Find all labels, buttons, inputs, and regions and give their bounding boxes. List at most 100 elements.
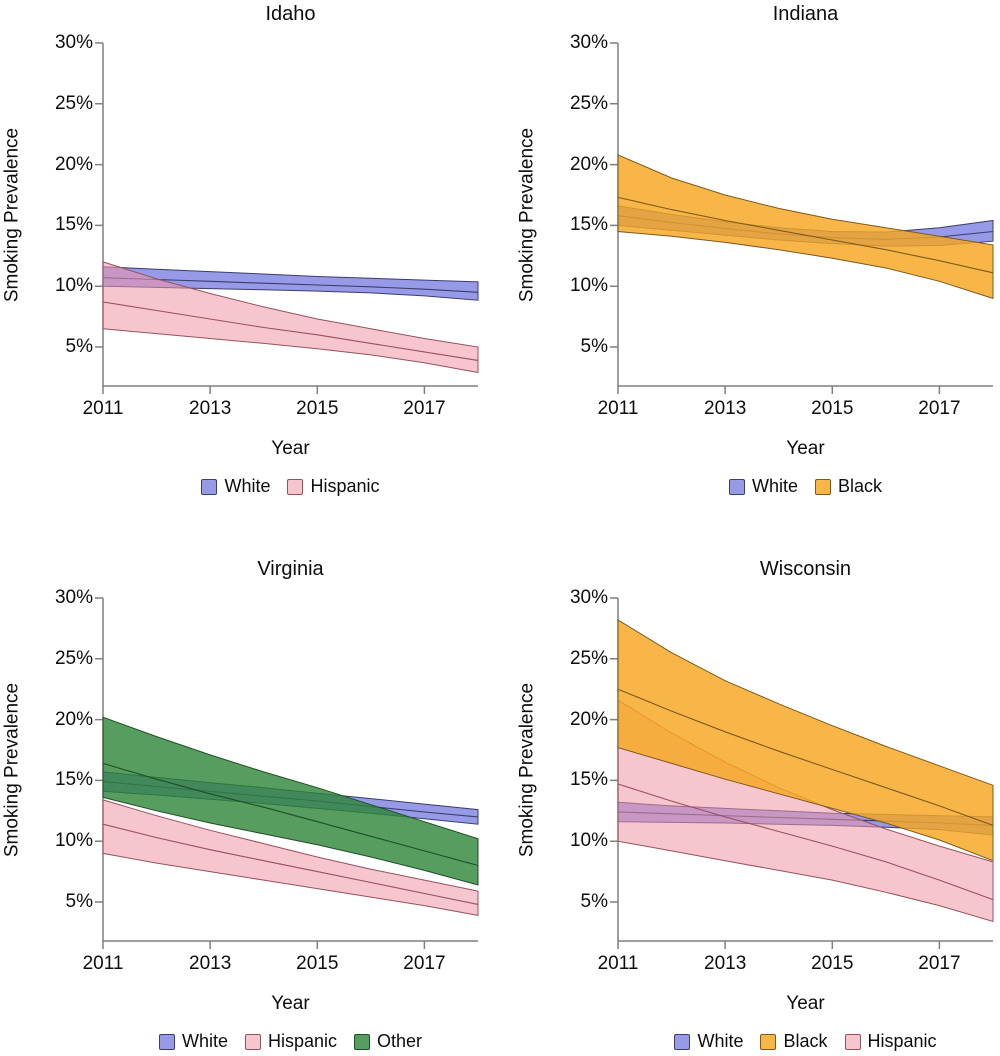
y-tick-label: 25% <box>569 647 608 669</box>
legend-swatch-white <box>158 1033 175 1050</box>
trend-line-other <box>102 762 479 867</box>
legend-item: Hispanic <box>244 1031 337 1052</box>
legend-label: Hispanic <box>867 1031 937 1051</box>
legend-swatch-white <box>674 1033 691 1050</box>
trend-line-black <box>617 196 994 274</box>
y-tick-label: 30% <box>54 587 93 608</box>
x-tick-label: 2017 <box>918 398 961 419</box>
ci-band-black <box>617 154 994 300</box>
legend-item: Hispanic <box>287 476 380 497</box>
legend-label: White <box>697 1031 744 1051</box>
y-tick-label: 30% <box>54 32 93 53</box>
legend-item: White <box>158 1031 228 1052</box>
ci-band-other <box>102 716 479 886</box>
legend-item: Black <box>760 1031 828 1052</box>
trend-line-hispanic <box>102 823 479 905</box>
legend-label: White <box>751 476 798 496</box>
chart-panel-top-right: Indiana Smoking Prevalence 30% 25% 20% 15% 1… <box>500 0 1000 528</box>
y-tick-label: 15% <box>569 214 608 236</box>
y-tick-label: 20% <box>569 153 608 175</box>
x-axis-label: Year <box>786 438 825 459</box>
x-tick-label: 2011 <box>82 398 124 419</box>
legend-swatch-black <box>760 1033 777 1050</box>
plot-area <box>610 42 994 394</box>
legend-swatch-black <box>815 478 831 495</box>
y-tick-label: 15% <box>54 769 93 791</box>
y-tick-label: 30% <box>569 587 608 608</box>
y-tick-label: 25% <box>569 92 608 114</box>
y-tick-label: 20% <box>54 153 93 175</box>
chart-panel-bottom-left: Virginia Smoking Prevalence 30% 25% 20% 15%… <box>0 528 500 1056</box>
x-tick-label: 2015 <box>296 953 339 974</box>
legend-item: White <box>674 1031 743 1052</box>
legend-item: Other <box>354 1031 422 1052</box>
legend: White Hispanic <box>41 476 540 497</box>
trend-line-hispanic <box>617 783 994 901</box>
x-tick-label: 2011 <box>597 398 639 419</box>
y-tick-label: 10% <box>54 830 93 852</box>
legend-label: Other <box>377 1031 423 1051</box>
x-axis-label: Year <box>271 993 310 1014</box>
ci-band-black <box>617 619 994 862</box>
trend-line-white <box>102 277 479 293</box>
legend-label: Hispanic <box>267 1031 337 1051</box>
ci-band-hispanic <box>102 799 479 916</box>
legend-label: Black <box>783 1031 828 1051</box>
y-tick-label: 25% <box>54 647 93 669</box>
legend-swatch-hispanic <box>844 1033 861 1050</box>
x-tick-label: 2011 <box>82 953 124 974</box>
x-tick-label: 2017 <box>403 953 446 974</box>
x-axis-label: Year <box>271 438 310 459</box>
x-tick-label: 2015 <box>811 953 854 974</box>
legend-swatch-hispanic <box>244 1033 261 1050</box>
x-tick-label: 2011 <box>597 953 639 974</box>
x-tick-label: 2017 <box>918 953 961 974</box>
y-tick-label: 30% <box>569 32 608 53</box>
ci-band-hispanic <box>102 261 479 374</box>
legend: White Black <box>556 476 1000 497</box>
legend-swatch-hispanic <box>287 478 304 495</box>
x-tick-label: 2013 <box>704 398 747 419</box>
legend-label: White <box>181 1031 228 1051</box>
y-tick-label: 5% <box>580 336 608 357</box>
chart-title: Virginia <box>257 558 324 580</box>
legend-item: Hispanic <box>844 1031 937 1052</box>
y-tick-label: 20% <box>54 708 93 730</box>
legend-swatch-other <box>354 1033 370 1050</box>
legend: White Hispanic Other <box>41 1031 540 1052</box>
chart-title: Idaho <box>265 3 316 25</box>
chart-title: Wisconsin <box>759 558 852 580</box>
plot-area <box>95 42 479 394</box>
legend-label: White <box>224 476 271 496</box>
y-tick-label: 10% <box>54 275 93 297</box>
chart-title: Indiana <box>772 3 839 25</box>
legend-swatch-white <box>728 478 745 495</box>
trend-line-hispanic <box>102 301 479 361</box>
chart-panel-top-left: Idaho Smoking Prevalence 30% 25% 20% 15% 10%… <box>0 0 500 528</box>
legend-item: White <box>201 476 270 497</box>
x-tick-label: 2017 <box>403 398 446 419</box>
plot-area <box>610 597 994 949</box>
y-tick-label: 10% <box>569 830 608 852</box>
y-tick-label: 15% <box>54 214 93 236</box>
y-tick-label: 25% <box>54 92 93 114</box>
legend-item: Black <box>815 476 882 497</box>
y-tick-label: 15% <box>569 769 608 791</box>
plot-area <box>95 597 479 949</box>
trend-line-black <box>617 688 994 826</box>
legend-item: White <box>728 476 798 497</box>
y-tick-label: 5% <box>580 891 608 912</box>
chart-panel-bottom-right: Wisconsin Smoking Prevalence 30% 25% 20% 15… <box>500 528 1000 1056</box>
y-tick-label: 20% <box>569 708 608 730</box>
x-tick-label: 2015 <box>296 398 339 419</box>
x-tick-label: 2013 <box>189 953 232 974</box>
y-tick-label: 5% <box>65 891 93 912</box>
legend: White Black Hispanic <box>556 1031 1000 1052</box>
x-tick-label: 2015 <box>811 398 854 419</box>
legend-swatch-white <box>201 478 218 495</box>
x-axis-label: Year <box>786 993 825 1014</box>
y-tick-label: 5% <box>65 336 93 357</box>
x-tick-label: 2013 <box>189 398 232 419</box>
axes <box>95 42 478 394</box>
